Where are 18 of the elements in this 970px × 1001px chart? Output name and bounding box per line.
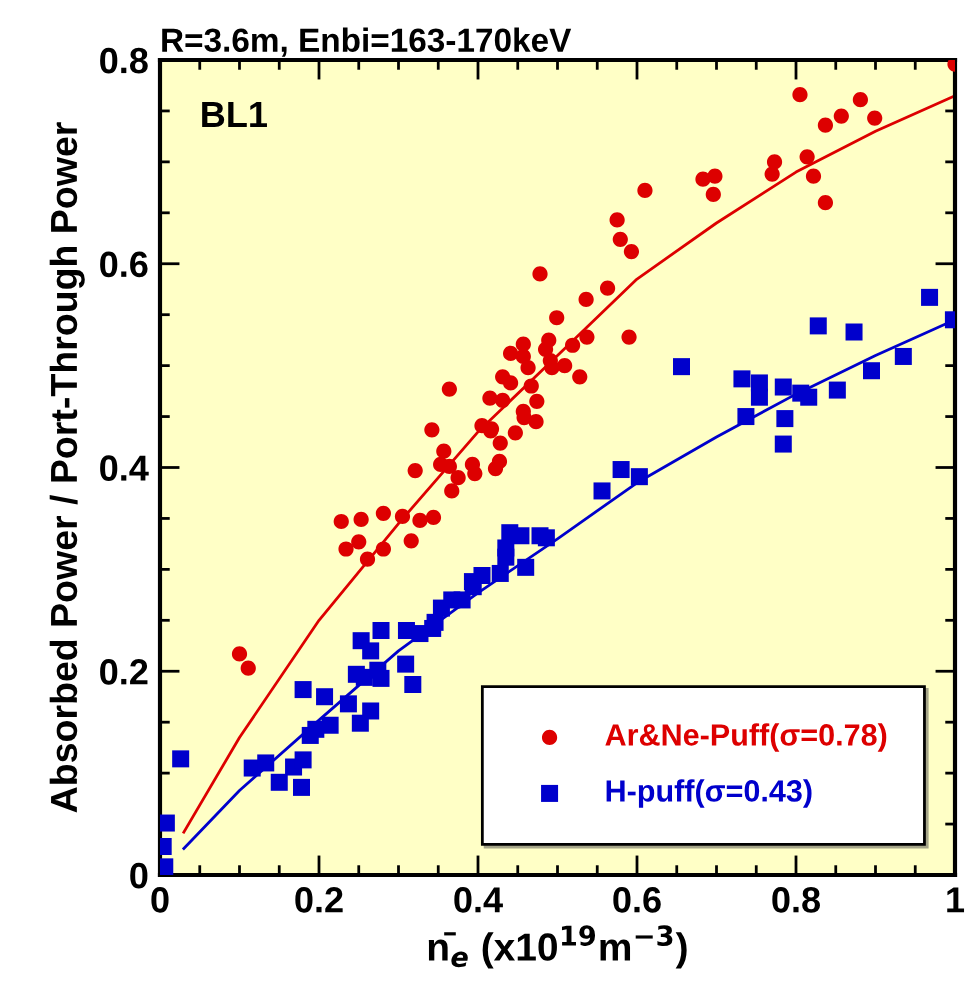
x-tick-label: 0.8 bbox=[772, 887, 820, 913]
annotation: BL1 bbox=[202, 102, 267, 127]
x-tick-label: 0.6 bbox=[613, 887, 661, 913]
x-tick-label: 1 bbox=[947, 887, 965, 913]
x-tick-label: 0 bbox=[151, 887, 169, 913]
y-axis-title: Absorbed Power / Port-Through Power bbox=[49, 122, 85, 813]
legend-label: Ar&Ne-Puff(σ=0.78) bbox=[605, 723, 887, 752]
y-tick-label: 0.8 bbox=[100, 47, 148, 74]
x-tick-label: 0.4 bbox=[454, 887, 503, 913]
line-series bbox=[182, 94, 955, 834]
legend-label: H-puff(σ=0.43) bbox=[606, 779, 812, 808]
y-tick-label: 0 bbox=[130, 862, 148, 889]
y-tick-label: 0.6 bbox=[100, 251, 148, 278]
x-tick-label: 0.2 bbox=[295, 887, 343, 913]
y-tick-label: 0.2 bbox=[100, 659, 148, 685]
x-axis-title: n̄$_{e}$ (x10$^{19}$m$^{−3}$) bbox=[428, 925, 687, 969]
chart-title: R=3.6m, Enbi=163-170keV bbox=[162, 27, 572, 57]
y-tick-label: 0.4 bbox=[100, 455, 149, 481]
